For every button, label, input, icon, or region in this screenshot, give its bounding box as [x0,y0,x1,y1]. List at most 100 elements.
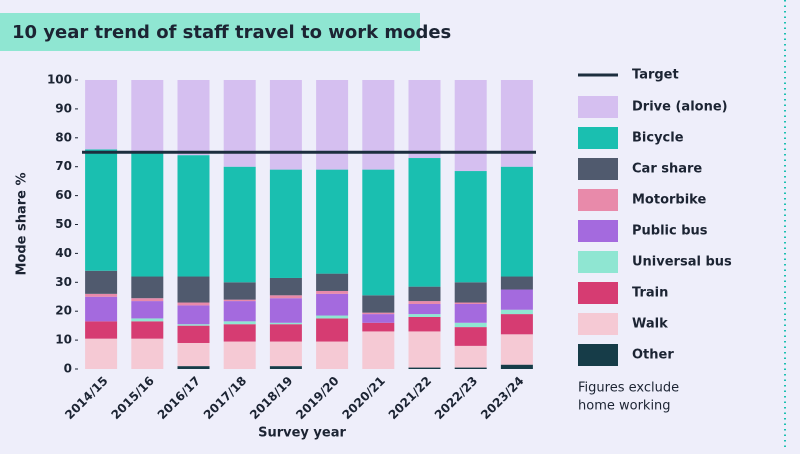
y-tick-label: 0 [64,362,72,376]
title-box [0,13,420,51]
legend-swatch [578,313,618,335]
x-tick-label: 2021/22 [386,374,434,422]
legend-label: Car share [632,162,702,177]
bar-segment [131,276,164,299]
chart-title: 10 year trend of staff travel to work mo… [12,22,451,43]
bar-segment [408,331,441,368]
bar-segment [362,312,395,315]
bar-segment [316,341,349,369]
bar-segment [177,325,210,343]
legend-label: Train [632,286,668,301]
bar-segment [316,315,349,319]
legend-swatch [578,158,618,180]
bar-segment [454,303,487,323]
bar-segment [454,322,487,328]
bar-segment [269,169,302,278]
legend-label: Bicycle [632,131,684,146]
legend-label: Universal bus [632,255,732,270]
bar-segment [177,276,210,303]
bar-segment [454,345,487,368]
bar-segment [269,80,302,170]
bar-segment [177,155,210,277]
bar-segment [131,301,164,319]
bar-segment [362,322,395,332]
x-tick-label: 2020/21 [339,374,387,422]
bar-segment [316,273,349,291]
bar-segment [85,149,118,271]
legend-label: Motorbike [632,193,706,208]
y-tick-label: 10 [55,333,72,347]
bar-segment [454,282,487,303]
x-tick-label: 2023/24 [478,374,526,422]
bar-segment [223,324,256,342]
legend-swatch [578,96,618,118]
x-tick-label: 2015/16 [108,374,156,422]
bar-segment [316,293,349,316]
bar-segment [223,341,256,369]
x-tick-label: 2016/17 [155,374,203,422]
bar-segment [500,276,533,290]
bar-segment [362,80,395,170]
legend-swatch [578,251,618,273]
bar-segment [85,321,118,339]
legend-swatch [578,220,618,242]
bar-segment [316,318,349,342]
x-axis-label: Survey year [258,426,346,441]
y-tick-label: 80 [55,130,72,144]
legend-label: Other [632,348,674,363]
legend-label: Public bus [632,224,708,239]
bar-segment [177,366,210,369]
y-tick-label: 90 [55,101,72,115]
bar-segment [131,318,164,322]
bar-segment [454,302,487,304]
legend-swatch [578,189,618,211]
legend-swatch [578,344,618,366]
bar-segment [85,293,118,297]
note: Figures exclude [578,381,679,396]
bar-segment [269,295,302,299]
bar-segment [131,152,164,277]
legend-label: Drive (alone) [632,100,728,115]
bar-segment [177,324,210,326]
legend-label: Walk [632,317,668,332]
bar-segment [85,80,118,150]
bar-segment [408,303,441,315]
bar-segment [316,290,349,294]
legend-label: Target [632,68,679,83]
bar-segment [223,166,256,283]
bar-segment [408,80,441,159]
bar-segment [269,277,302,296]
bar-segment [316,80,349,170]
bar-segment [454,80,487,172]
bar-segment [362,169,395,296]
bar-segment [269,322,302,325]
bar-segment [269,298,302,323]
bar-segment [500,309,533,315]
x-tick-label: 2022/23 [432,374,480,422]
bar-segment [223,299,256,302]
bar-segment [408,286,441,302]
bar-segment [408,301,441,304]
y-axis-label: Mode share % [15,172,30,275]
bar-segment [500,289,533,310]
bar-segment [177,80,210,156]
bar-segment [223,301,256,322]
bar-segment [131,338,164,369]
bar-segment [500,166,533,277]
bar-segment [362,331,395,369]
bar-segment [408,367,441,369]
bar-segment [177,305,210,325]
y-tick-label: 60 [55,188,72,202]
bar-segment [85,296,118,322]
bar-segment [362,295,395,313]
bar-segment [316,169,349,274]
bar-segment [223,321,256,325]
legend-swatch [578,282,618,304]
bar-segment [177,342,210,367]
bar-segment [500,364,533,369]
bar-segment [269,366,302,369]
bar-segment [131,298,164,302]
bar-segment [408,314,441,317]
bar-segment [500,334,533,365]
bar-segment [362,314,395,323]
